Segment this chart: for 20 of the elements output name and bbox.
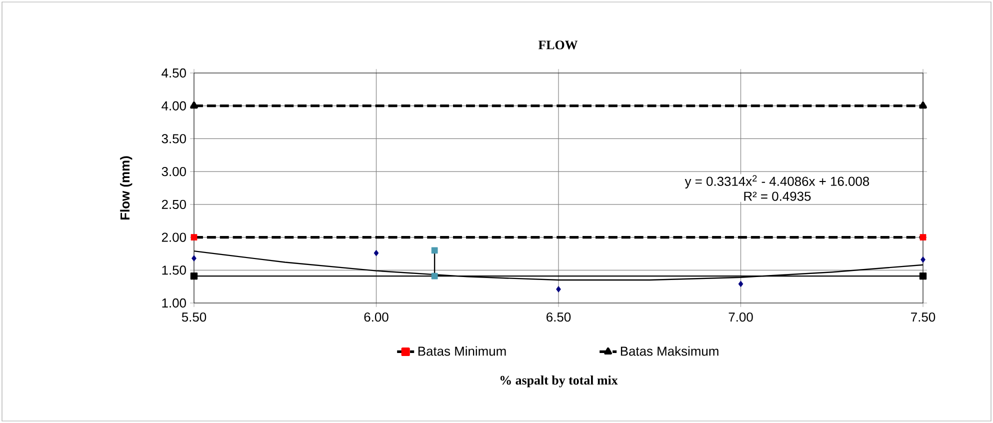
y-tick-label: 2.50 bbox=[162, 200, 186, 210]
y-tick-label: 2.00 bbox=[162, 232, 186, 242]
x-tick-label: 7.50 bbox=[911, 312, 936, 322]
x-tick-label: 5.50 bbox=[182, 312, 206, 322]
y-tick-label: 1.50 bbox=[162, 266, 186, 275]
chart-title: FLOW bbox=[538, 40, 578, 50]
annotation: y = 0.3314x$^{2}$ - 4.4086x + 16.008 bbox=[684, 175, 870, 188]
legend-label: Batas Maksimum bbox=[620, 346, 718, 356]
y-tick-label: 3.50 bbox=[162, 134, 186, 144]
x-tick-label: 6.00 bbox=[364, 312, 388, 322]
y-tick-label: 4.00 bbox=[162, 101, 186, 110]
x-tick-label: 7.00 bbox=[728, 312, 753, 322]
y-tick-label: 3.00 bbox=[162, 166, 186, 176]
y-tick-label: 1.00 bbox=[162, 298, 186, 308]
x-tick-label: 6.50 bbox=[546, 312, 571, 322]
x-axis-title: % aspalt by total mix bbox=[500, 376, 618, 388]
y-tick-label: 4.50 bbox=[162, 68, 186, 78]
y-axis-title: Flow (mm) bbox=[120, 156, 132, 220]
annotation: R² = 0.4935 bbox=[744, 192, 811, 201]
legend-label: Batas Minimum bbox=[418, 346, 506, 356]
